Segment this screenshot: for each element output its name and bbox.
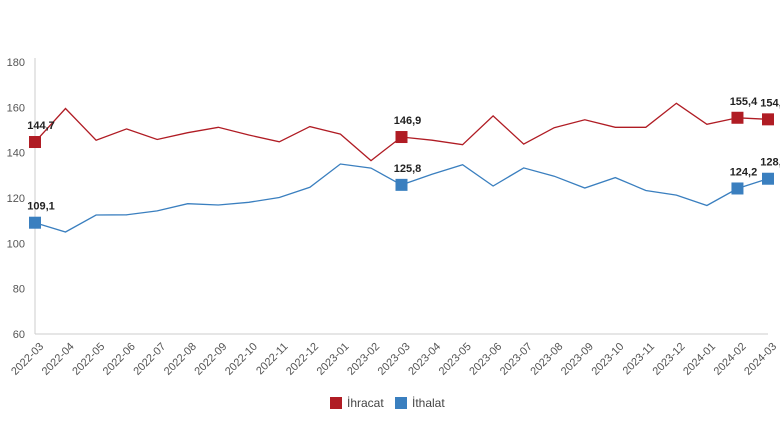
legend-swatch-1 [395,397,407,409]
x-tick-label: 2023-08 [528,341,565,378]
series-marker-1 [762,172,774,185]
x-tick-label: 2022-08 [162,341,199,378]
series-markers [29,111,774,229]
series-marker-1 [395,178,408,191]
x-tick-label: 2023-04 [406,341,443,378]
x-tick-label: 2022-03 [9,341,46,378]
data-label-0: 155,4 [730,96,758,108]
x-tick-label: 2023-03 [376,341,413,378]
series-marker-0 [395,131,408,144]
data-label-0: 154,7 [760,97,780,109]
x-tick-label: 2023-06 [467,341,504,378]
series-marker-1 [29,216,41,229]
legend-swatch-0 [330,397,342,409]
legend-label-1: İthalat [412,396,445,410]
x-tick-label: 2023-02 [345,341,382,378]
legend: İhracat İthalat [330,396,445,410]
series-marker-1 [731,182,744,195]
y-axis-ticks: 60 80 100 120 140 160 180 [7,57,25,341]
x-tick-label: 2023-12 [651,341,688,378]
y-tick-label: 80 [13,284,25,296]
x-tick-label: 2022-05 [70,341,107,378]
x-tick-label: 2024-03 [742,341,779,378]
x-tick-label: 2024-02 [712,341,749,378]
x-tick-label: 2022-10 [223,341,260,378]
data-label-0: 146,9 [394,115,422,127]
legend-label-0: İhracat [347,396,384,410]
x-tick-label: 2022-09 [192,341,229,378]
x-tick-label: 2022-12 [284,341,321,378]
data-label-1: 124,2 [730,166,758,178]
x-axis-ticks: 2022-032022-042022-052022-062022-072022-… [9,341,779,378]
x-tick-label: 2023-05 [437,341,474,378]
x-tick-label: 2023-11 [621,341,657,377]
x-tick-label: 2023-01 [315,341,352,378]
chart-axes [34,58,768,335]
data-label-0: 144,7 [27,120,55,132]
x-tick-label: 2023-07 [498,341,535,378]
x-tick-label: 2022-06 [101,341,138,378]
y-tick-label: 180 [7,57,25,69]
series-marker-0 [29,136,41,149]
x-tick-label: 2023-09 [559,341,596,378]
y-tick-label: 140 [7,148,25,160]
data-label-1: 128,5 [760,157,780,169]
x-tick-label: 2024-01 [681,341,718,378]
series-marker-0 [731,111,744,124]
y-tick-label: 160 [7,102,25,114]
x-tick-label: 2022-04 [40,341,77,378]
data-label-1: 109,1 [27,201,55,213]
x-tick-label: 2022-11 [254,341,290,377]
x-tick-label: 2023-10 [589,341,626,378]
x-tick-label: 2022-07 [131,341,168,378]
y-tick-label: 100 [7,238,25,250]
data-label-1: 125,8 [394,163,422,175]
y-tick-label: 60 [13,329,25,341]
y-tick-label: 120 [7,193,25,205]
series-marker-0 [762,113,774,126]
